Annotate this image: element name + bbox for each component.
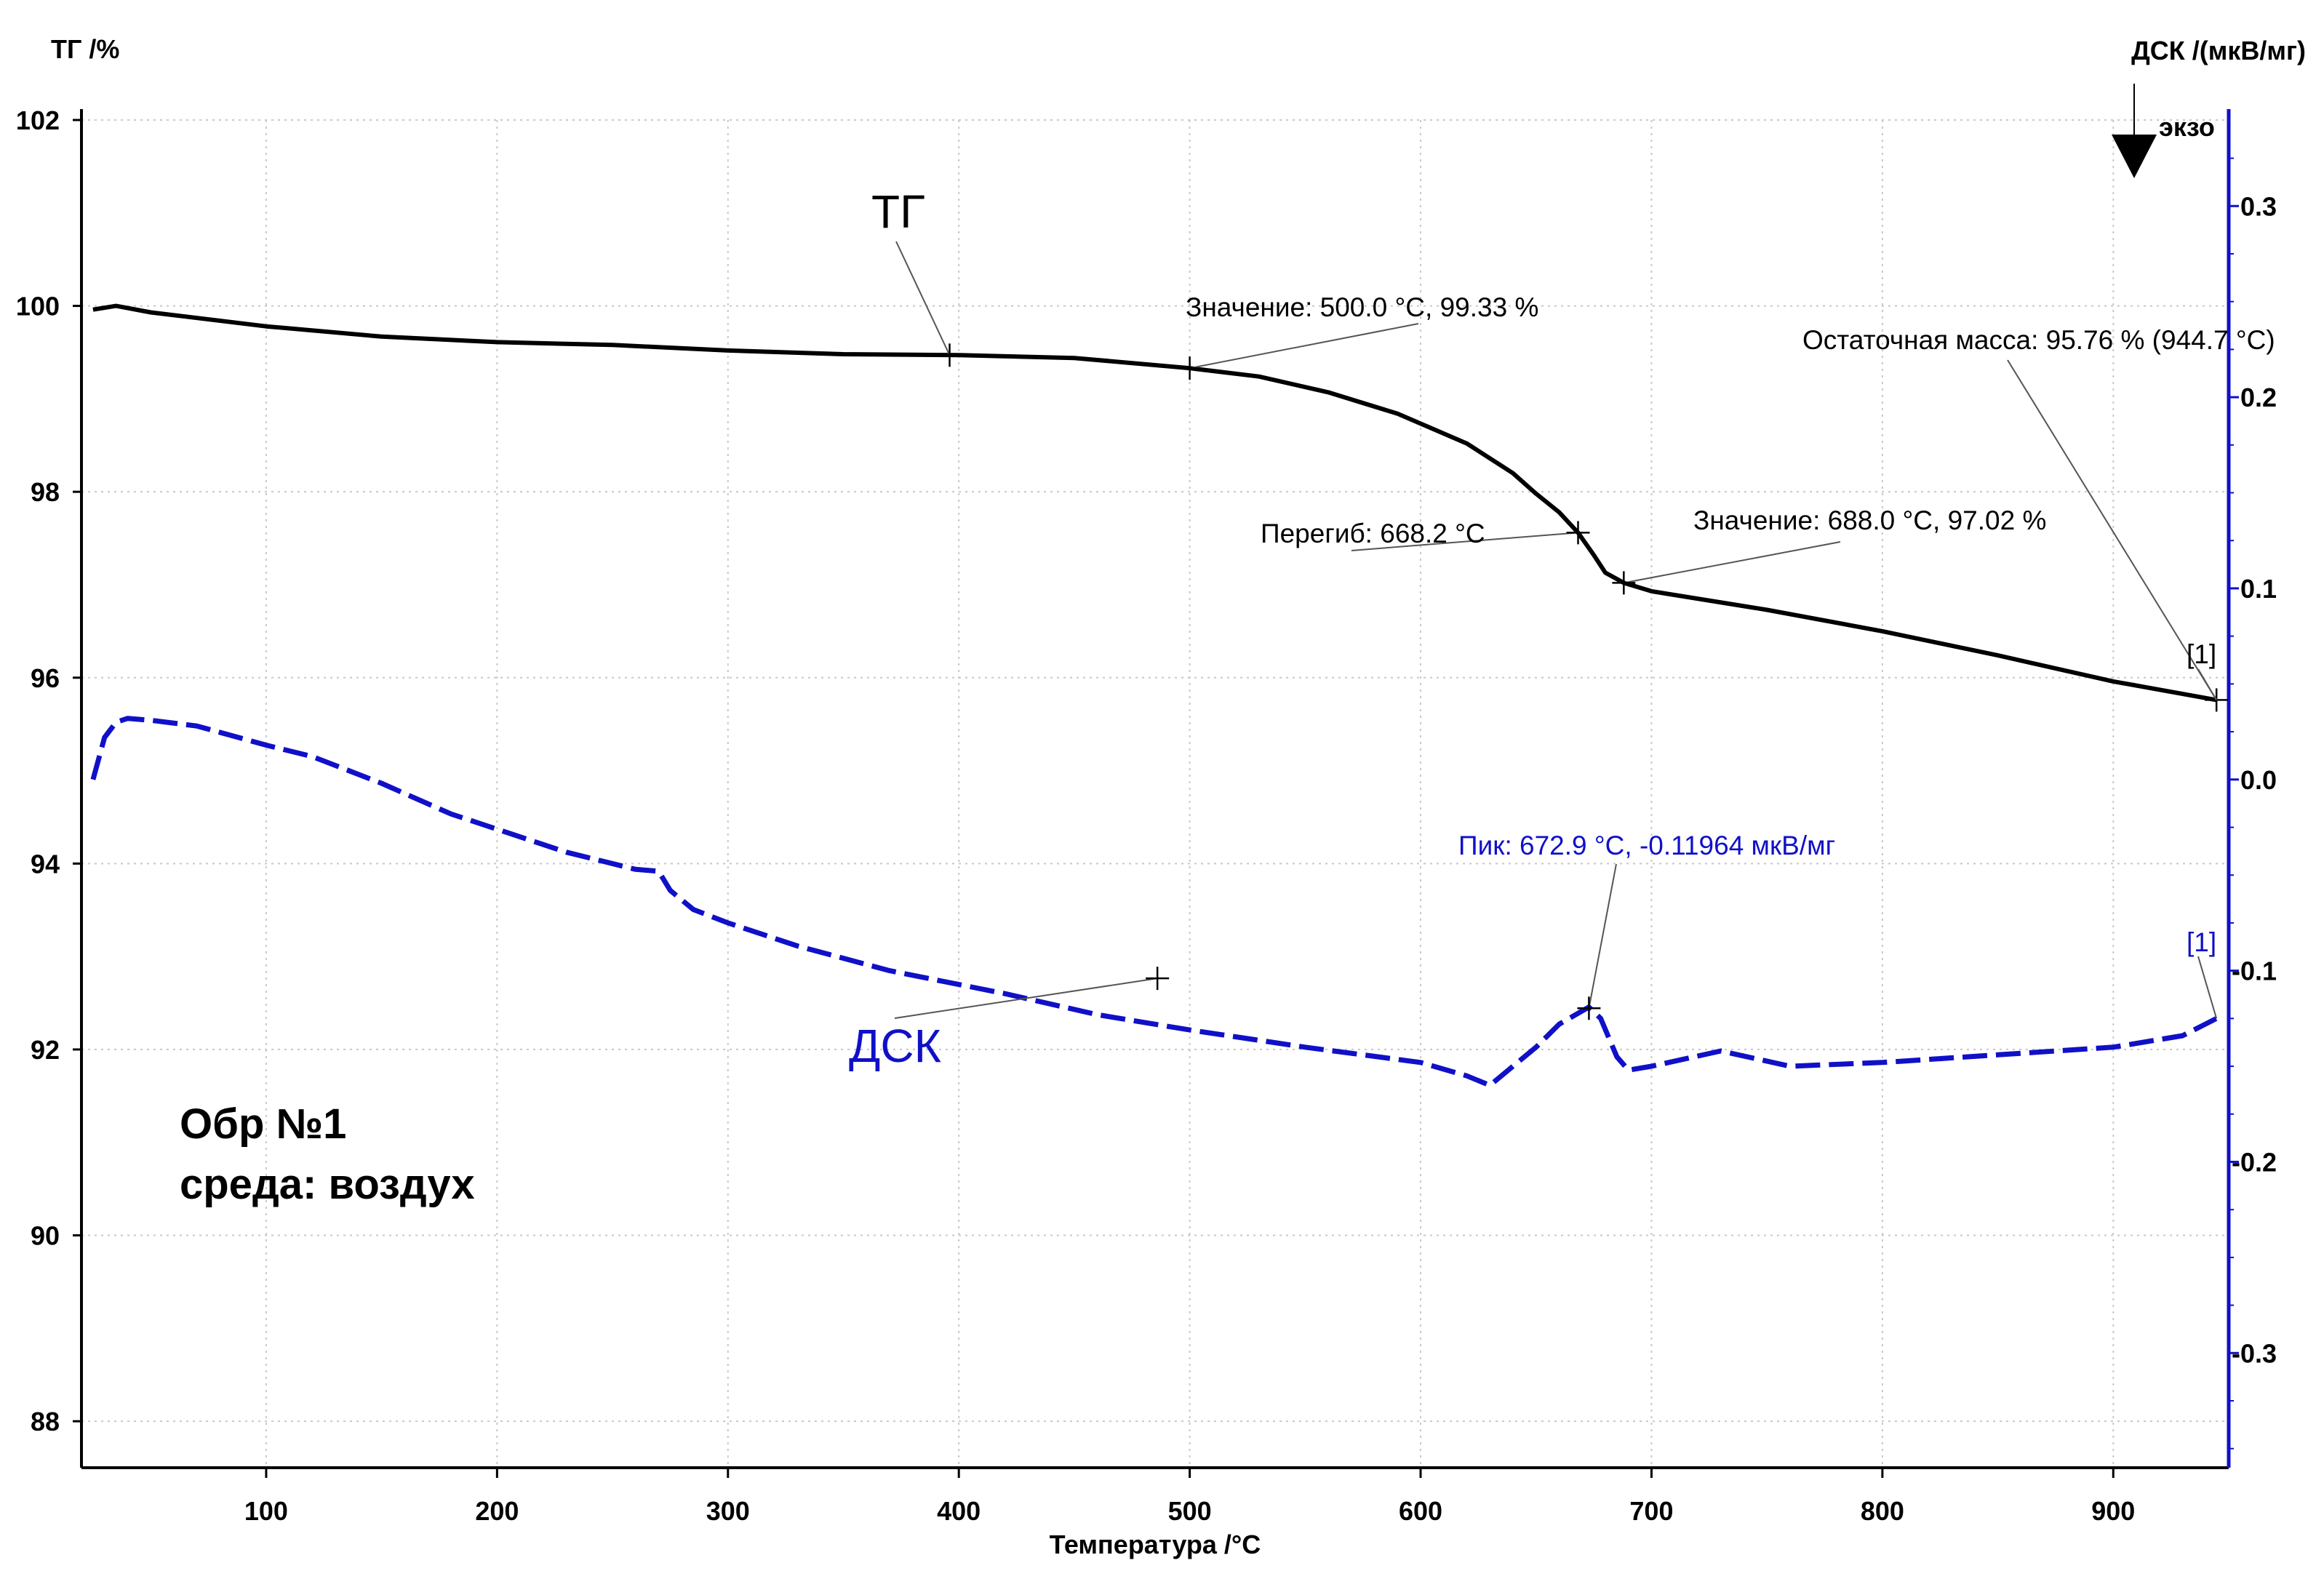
axes bbox=[73, 84, 2239, 1478]
right-tick-label: -0.2 bbox=[2232, 1147, 2277, 1177]
right-tick-label: 0.1 bbox=[2240, 574, 2277, 604]
left-tick-label: 92 bbox=[31, 1035, 60, 1065]
right-tick-label: 0.0 bbox=[2240, 765, 2277, 795]
tg-curve-label: ТГ bbox=[871, 185, 925, 238]
tg-residual-annotation: Остаточная масса: 95.76 % (944.7 °C) bbox=[1802, 325, 2275, 355]
right-tick-label: -0.1 bbox=[2232, 956, 2277, 986]
dsc-peak-annotation: Пик: 672.9 °C, -0.11964 мкВ/мг bbox=[1458, 831, 1835, 860]
x-tick-label: 700 bbox=[1629, 1496, 1673, 1526]
left-tick-label: 88 bbox=[31, 1407, 60, 1436]
left-tick-label: 100 bbox=[16, 292, 60, 321]
x-tick-label: 100 bbox=[244, 1496, 288, 1526]
tg-residual-leader bbox=[2007, 359, 2218, 700]
tg-value-1-leader bbox=[1189, 323, 1419, 369]
dsc-end-marker: [1] bbox=[2187, 927, 2216, 957]
x-tick-label: 800 bbox=[1861, 1496, 1904, 1526]
dsc-peak-leader bbox=[1588, 863, 1617, 1009]
dsc-end-marker-leader bbox=[2197, 956, 2218, 1019]
tg-end-marker: [1] bbox=[2187, 639, 2216, 669]
left-tick-label: 90 bbox=[31, 1221, 60, 1251]
tg-curve bbox=[92, 303, 2217, 703]
x-tick-label: 200 bbox=[475, 1496, 519, 1526]
right-tick-label: 0.3 bbox=[2240, 191, 2277, 221]
tg-value-annotation-2: Значение: 688.0 °C, 97.02 % bbox=[1693, 505, 2046, 535]
x-tick-label: 300 bbox=[706, 1496, 750, 1526]
left-tick-label: 94 bbox=[31, 849, 60, 879]
tg-value-annotation-1: Значение: 500.0 °C, 99.33 % bbox=[1186, 292, 1538, 322]
right-axis-title: ДСК /(мкВ/мг) bbox=[2131, 36, 2306, 65]
grid bbox=[81, 119, 2229, 1468]
tg-value-2-leader bbox=[1624, 541, 1841, 584]
annotations bbox=[894, 241, 2229, 1020]
left-tick-label: 102 bbox=[16, 105, 60, 135]
exo-label: экзо bbox=[2159, 112, 2215, 142]
sample-note-line1: Обр №1 bbox=[180, 1100, 346, 1148]
x-tick-label: 600 bbox=[1399, 1496, 1442, 1526]
right-tick-label: 0.2 bbox=[2240, 383, 2277, 412]
left-tick-label: 96 bbox=[31, 663, 60, 693]
sample-note-line2: среда: воздух bbox=[180, 1161, 475, 1208]
tg-inflection-annotation: Перегиб: 668.2 °C bbox=[1261, 519, 1485, 548]
dsc-curve bbox=[90, 716, 2218, 1088]
x-tick-label: 900 bbox=[2091, 1496, 2135, 1526]
left-tick-label: 98 bbox=[31, 477, 60, 507]
tg-label-leader bbox=[895, 241, 951, 356]
tick-labels: 100 200 300 400 500 600 700 800 900 102 100 98 96 94 9… bbox=[16, 105, 2277, 1526]
left-axis-title: ТГ /% bbox=[51, 34, 119, 64]
tg-end-marker-leader bbox=[2197, 668, 2218, 700]
x-tick-label: 400 bbox=[937, 1496, 981, 1526]
x-tick-label: 500 bbox=[1168, 1496, 1212, 1526]
tg-inflection-leader bbox=[1351, 532, 1578, 551]
right-tick-label: -0.3 bbox=[2232, 1338, 2277, 1368]
x-axis-title: Температура /°C bbox=[1050, 1530, 1261, 1559]
dsc-curve-label: ДСК bbox=[849, 1020, 941, 1072]
exo-arrow-icon bbox=[2112, 135, 2157, 178]
series bbox=[90, 303, 2218, 1088]
dsc-label-leader bbox=[894, 978, 1158, 1019]
